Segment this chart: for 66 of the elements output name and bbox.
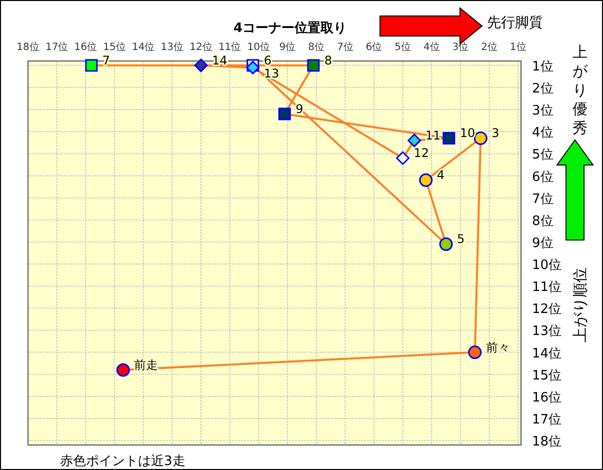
text: 先行脚質 — [487, 15, 543, 31]
point — [116, 363, 130, 377]
annotation: 7 — [102, 53, 110, 68]
x-tick-label: 6位 — [366, 41, 382, 53]
annotation: 12 — [414, 146, 430, 160]
point — [419, 173, 433, 187]
y-tick-label: 3位 — [532, 104, 554, 119]
annotation: 13 — [264, 66, 280, 80]
point — [307, 59, 320, 72]
x-tick-label: 11位 — [218, 41, 242, 53]
point — [468, 346, 482, 360]
point — [194, 58, 208, 72]
annotation: 14 — [212, 53, 228, 68]
text: 上がり優秀 — [572, 43, 588, 137]
y-tick-label: 15位 — [532, 368, 562, 384]
x-tick-label: 2位 — [481, 41, 498, 53]
chart-title: 4コーナー位置取り — [233, 21, 347, 36]
y-tick-label: 7位 — [532, 192, 554, 207]
x-tick-label: 5位 — [394, 41, 411, 53]
y-tick-label: 14位 — [532, 346, 562, 362]
x-tick-label: 4位 — [423, 41, 440, 53]
annotation: 4 — [436, 168, 444, 182]
x-tick-label: 15位 — [103, 41, 126, 53]
point — [474, 131, 488, 145]
point — [396, 151, 410, 165]
x-tick-label: 14位 — [132, 41, 155, 53]
y-tick-label: 11位 — [532, 280, 562, 296]
annotation: 3 — [492, 126, 500, 140]
y-tick-label: 9位 — [532, 236, 554, 251]
x-tick-label: 12位 — [190, 41, 212, 53]
annotation: 5 — [457, 232, 465, 246]
y-tick-label: 1位 — [532, 59, 554, 74]
point — [408, 134, 422, 148]
x-tick-label: 16位 — [74, 41, 98, 53]
x-tick-label: 13位 — [160, 41, 184, 53]
x-tick-label: 17位 — [45, 41, 68, 53]
annotation: 8 — [324, 53, 332, 68]
point — [442, 132, 456, 144]
point — [278, 108, 291, 120]
x-tick-label: 9位 — [279, 41, 296, 53]
annotation: 前々 — [486, 340, 510, 354]
y-tick-label: 13位 — [532, 324, 562, 340]
y-tick-label: 12位 — [532, 302, 562, 318]
x-tick-label: 18位 — [16, 41, 40, 53]
y-tick-label: 10位 — [532, 258, 562, 274]
annotation: 6 — [264, 53, 272, 68]
y-tick-label: 8位 — [532, 214, 554, 229]
y-tick-label: 4位 — [532, 126, 554, 141]
y-tick-label: 6位 — [532, 170, 554, 185]
x-tick-label: 1位 — [510, 41, 526, 53]
x-tick-label: 10位 — [247, 41, 270, 53]
y-tick-label: 16位 — [532, 390, 562, 406]
annotation: 11 — [425, 128, 441, 142]
point — [439, 237, 453, 251]
y-axis-title: 上がり順位 — [571, 268, 589, 342]
annotation: 10 — [460, 126, 476, 140]
point — [85, 59, 98, 72]
y-tick-label: 17位 — [532, 412, 562, 428]
y-tick-label: 5位 — [532, 148, 554, 163]
x-tick-label: 7位 — [336, 41, 354, 53]
x-tick-label: 3位 — [452, 41, 469, 53]
point — [246, 60, 260, 74]
text: 赤色ポイントは近3走 — [60, 454, 186, 469]
y-tick-label: 2位 — [532, 81, 554, 96]
x-tick-label: 8位 — [308, 41, 324, 53]
y-tick-label: 18位 — [532, 434, 562, 450]
